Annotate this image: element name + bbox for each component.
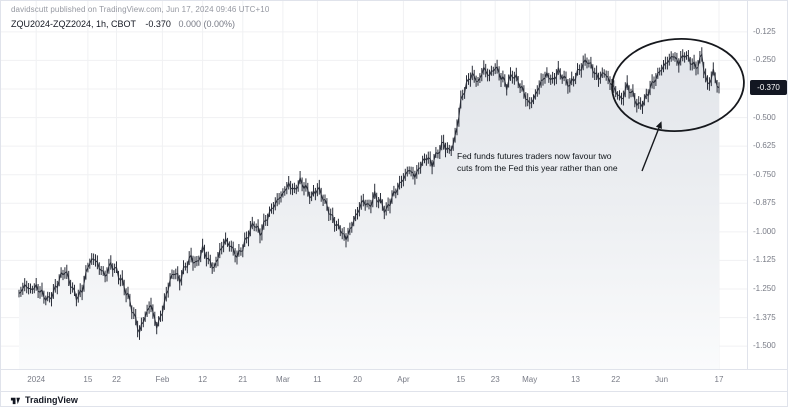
annotation-text: Fed funds futures traders now favour two… bbox=[457, 150, 618, 175]
tradingview-wordmark: TradingView bbox=[25, 395, 78, 405]
legend: ZQU2024-ZQZ2024, 1h, CBOT -0.370 0.000 (… bbox=[11, 19, 235, 29]
chart-canvas[interactable] bbox=[1, 1, 747, 369]
time-tick-label: 13 bbox=[571, 375, 580, 384]
time-tick-label: May bbox=[522, 375, 538, 384]
annotation-text-line1: Fed funds futures traders now favour two bbox=[457, 151, 612, 161]
price-tick-label: -0.875 bbox=[753, 198, 776, 208]
time-axis[interactable]: 2024 15 22 Feb 12 21 Mar 11 20 Apr 15 23 May 13 22 Jun 1… bbox=[1, 369, 787, 391]
annotation-text-line2: cuts from the Fed this year rather than … bbox=[457, 163, 618, 174]
price-tick-label: -1.125 bbox=[753, 255, 776, 265]
price-tick-label: -0.500 bbox=[753, 112, 776, 122]
footer: TradingView bbox=[1, 391, 787, 406]
time-tick-label: 12 bbox=[198, 375, 208, 384]
symbol-title[interactable]: ZQU2024-ZQZ2024, 1h, CBOT bbox=[11, 19, 136, 29]
time-tick-label: 20 bbox=[353, 375, 362, 384]
price-tick-label: -0.250 bbox=[753, 55, 776, 65]
tradingview-logo-icon bbox=[10, 397, 21, 404]
time-tick-label: Jun bbox=[655, 375, 669, 384]
time-tick-label: 21 bbox=[238, 375, 248, 384]
time-tick-label: Mar bbox=[276, 375, 290, 384]
price-axis[interactable]: -0.370 -0.125-0.250-0.375-0.500-0.625-0.… bbox=[747, 1, 787, 369]
time-tick-label: 22 bbox=[112, 375, 121, 384]
price-tick-label: -1.000 bbox=[753, 226, 776, 236]
price-tick-label: -0.750 bbox=[753, 169, 776, 179]
last-price-badge: -0.370 bbox=[750, 80, 787, 96]
price-area bbox=[19, 54, 719, 369]
time-tick-label: 11 bbox=[313, 375, 322, 384]
time-tick-label: 22 bbox=[611, 375, 621, 384]
price-tick-label: -1.250 bbox=[753, 284, 776, 293]
price-tick-label: -1.375 bbox=[753, 312, 776, 322]
change-value: 0.000 (0.00%) bbox=[178, 19, 235, 29]
time-tick-label: Apr bbox=[397, 375, 410, 384]
time-tick-label: 17 bbox=[714, 375, 724, 384]
tradingview-logo[interactable]: TradingView bbox=[10, 395, 78, 406]
price-tick-label: -1.500 bbox=[753, 341, 776, 351]
attribution: davidscutt published on TradingView.com,… bbox=[11, 5, 270, 14]
time-tick-label: Feb bbox=[155, 375, 170, 384]
time-tick-label: 15 bbox=[456, 375, 466, 384]
time-tick-label: 15 bbox=[83, 375, 93, 384]
price-tick-label: -0.625 bbox=[753, 141, 776, 151]
price-tick-label: -0.125 bbox=[753, 26, 776, 36]
last-value: -0.370 bbox=[145, 19, 171, 29]
time-tick-label: 23 bbox=[490, 375, 500, 384]
time-tick-label: 2024 bbox=[27, 375, 46, 384]
